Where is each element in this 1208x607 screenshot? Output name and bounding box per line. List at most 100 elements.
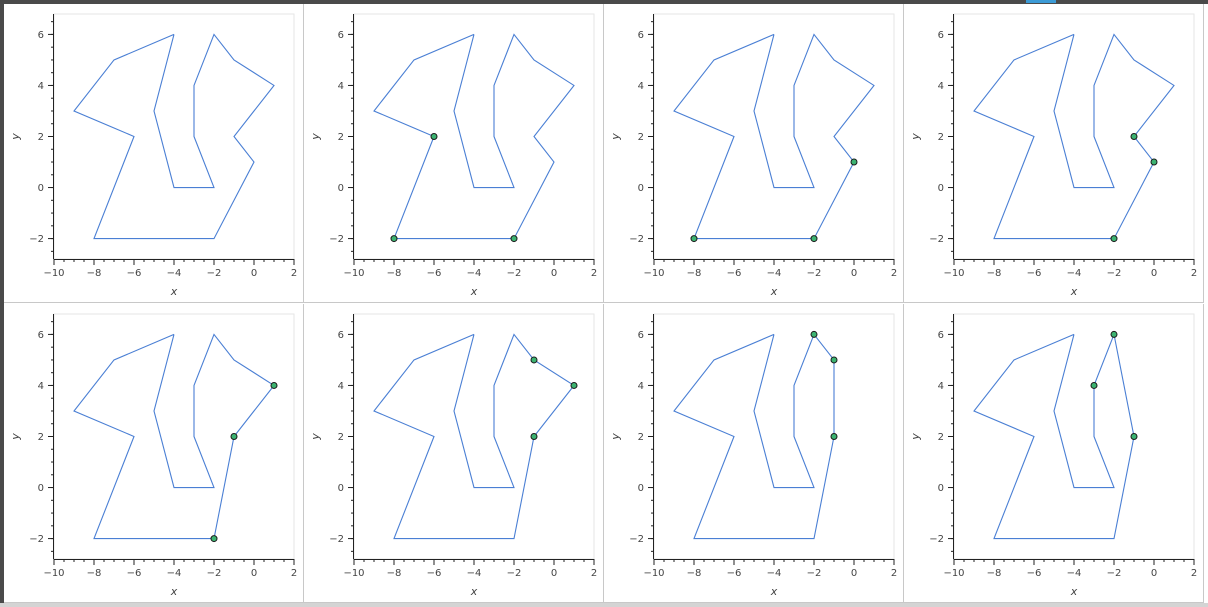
y-axis-title: y — [909, 133, 922, 141]
highlight-point — [830, 433, 838, 440]
y-tick-label: 6 — [38, 30, 44, 41]
y-axis-title: y — [309, 133, 322, 141]
plot-frame — [353, 313, 595, 560]
chart-svg: −10 −8 −6 −4 −2 0 2 −2 0 2 4 6 x y — [909, 13, 1197, 298]
x-tick-label: −10 — [943, 268, 964, 279]
chart-svg: −10 −8 −6 −4 −2 0 2 −2 0 2 4 6 x y — [309, 313, 597, 598]
x-tick-label: −8 — [87, 268, 102, 279]
y-tick-label: 2 — [638, 432, 644, 443]
x-tick-label: −8 — [387, 268, 402, 279]
x-tick-label: −8 — [987, 268, 1002, 279]
y-tick-label: 2 — [638, 132, 644, 143]
polygon-line — [373, 333, 575, 540]
highlight-point — [850, 158, 858, 166]
y-axis-title: y — [309, 433, 322, 441]
y-tick-label: −2 — [929, 234, 944, 245]
x-tick-label: −2 — [207, 568, 222, 579]
chart-panel-5: −10 −8 −6 −4 −2 0 2 −2 0 2 4 6 x y — [4, 304, 304, 603]
x-tick-label: −8 — [687, 268, 702, 279]
x-tick-label: −2 — [507, 268, 522, 279]
plot-frame — [653, 13, 895, 260]
x-tick-label: 2 — [1191, 268, 1197, 279]
y-tick-label: −2 — [29, 234, 44, 245]
x-axis-title: x — [770, 285, 778, 298]
left-bar — [0, 4, 4, 603]
highlight-point — [810, 235, 818, 243]
y-tick-label: 4 — [638, 381, 644, 392]
chart-panel-1: −10 −8 −6 −4 −2 0 2 −2 0 2 4 6 x y — [4, 4, 304, 303]
y-tick-label: 6 — [938, 330, 944, 341]
x-tick-label: −4 — [467, 568, 482, 579]
chart-panel-4: −10 −8 −6 −4 −2 0 2 −2 0 2 4 6 x y — [904, 4, 1204, 303]
polygon-line — [373, 33, 575, 240]
highlight-point — [1130, 433, 1138, 440]
plot-frame — [53, 313, 295, 560]
y-tick-label: 0 — [38, 483, 44, 494]
y-tick-label: 6 — [638, 330, 644, 341]
x-tick-label: −2 — [1107, 268, 1122, 279]
bottom-bar — [0, 603, 1208, 607]
y-tick-label: 6 — [38, 330, 44, 341]
chart-svg: −10 −8 −6 −4 −2 0 2 −2 0 2 4 6 x y — [609, 313, 897, 598]
y-tick-label: 4 — [338, 381, 344, 392]
y-tick-label: 0 — [38, 183, 44, 194]
y-tick-label: 0 — [338, 483, 344, 494]
plot-frame — [53, 13, 295, 260]
highlight-point — [390, 235, 398, 243]
plot-frame — [353, 13, 595, 260]
highlight-point — [1110, 235, 1118, 243]
x-axis-title: x — [470, 285, 478, 298]
x-tick-label: −4 — [167, 268, 182, 279]
chart-svg: −10 −8 −6 −4 −2 0 2 −2 0 2 4 6 x y — [9, 13, 297, 298]
y-tick-label: −2 — [29, 534, 44, 545]
highlight-point — [270, 381, 278, 389]
y-tick-label: 2 — [38, 432, 44, 443]
x-tick-label: −10 — [343, 568, 364, 579]
highlight-point — [570, 381, 578, 389]
x-tick-label: −2 — [207, 268, 222, 279]
y-tick-label: −2 — [629, 534, 644, 545]
polygon-line — [973, 33, 1175, 240]
y-tick-label: 6 — [638, 30, 644, 41]
y-tick-label: 4 — [638, 81, 644, 92]
y-tick-label: 0 — [938, 483, 944, 494]
x-tick-label: 0 — [551, 568, 557, 579]
y-tick-label: −2 — [329, 234, 344, 245]
y-axis-title: y — [609, 433, 622, 441]
x-tick-label: 2 — [591, 268, 597, 279]
top-bar-accent — [1026, 0, 1056, 3]
x-tick-label: −4 — [767, 268, 782, 279]
highlight-point — [810, 330, 818, 338]
plot-frame — [953, 13, 1195, 260]
x-tick-label: −10 — [43, 268, 64, 279]
y-tick-label: 2 — [938, 432, 944, 443]
polygon-line — [73, 33, 275, 240]
y-tick-label: 2 — [938, 132, 944, 143]
y-tick-label: 4 — [338, 81, 344, 92]
x-tick-label: −8 — [87, 568, 102, 579]
y-tick-label: −2 — [929, 534, 944, 545]
highlight-point — [510, 235, 518, 243]
polygon-line — [673, 33, 875, 240]
highlight-point — [1090, 381, 1098, 389]
x-tick-label: 2 — [291, 268, 297, 279]
x-tick-label: −6 — [1027, 268, 1042, 279]
y-tick-label: 2 — [338, 132, 344, 143]
chart-panel-7: −10 −8 −6 −4 −2 0 2 −2 0 2 4 6 x y — [604, 304, 904, 603]
x-axis-title: x — [1070, 285, 1078, 298]
x-tick-label: −2 — [807, 568, 822, 579]
y-tick-label: 0 — [638, 483, 644, 494]
x-tick-label: −4 — [467, 268, 482, 279]
highlight-point — [1110, 330, 1118, 338]
x-tick-label: −10 — [643, 268, 664, 279]
highlight-point — [530, 356, 538, 364]
y-tick-label: 4 — [38, 81, 44, 92]
y-tick-label: 2 — [338, 432, 344, 443]
x-tick-label: 2 — [891, 268, 897, 279]
x-tick-label: −10 — [343, 268, 364, 279]
x-tick-label: −4 — [1067, 568, 1082, 579]
highlight-point — [690, 235, 698, 243]
y-tick-label: 6 — [338, 30, 344, 41]
y-axis-title: y — [609, 133, 622, 141]
x-tick-label: −6 — [1027, 568, 1042, 579]
